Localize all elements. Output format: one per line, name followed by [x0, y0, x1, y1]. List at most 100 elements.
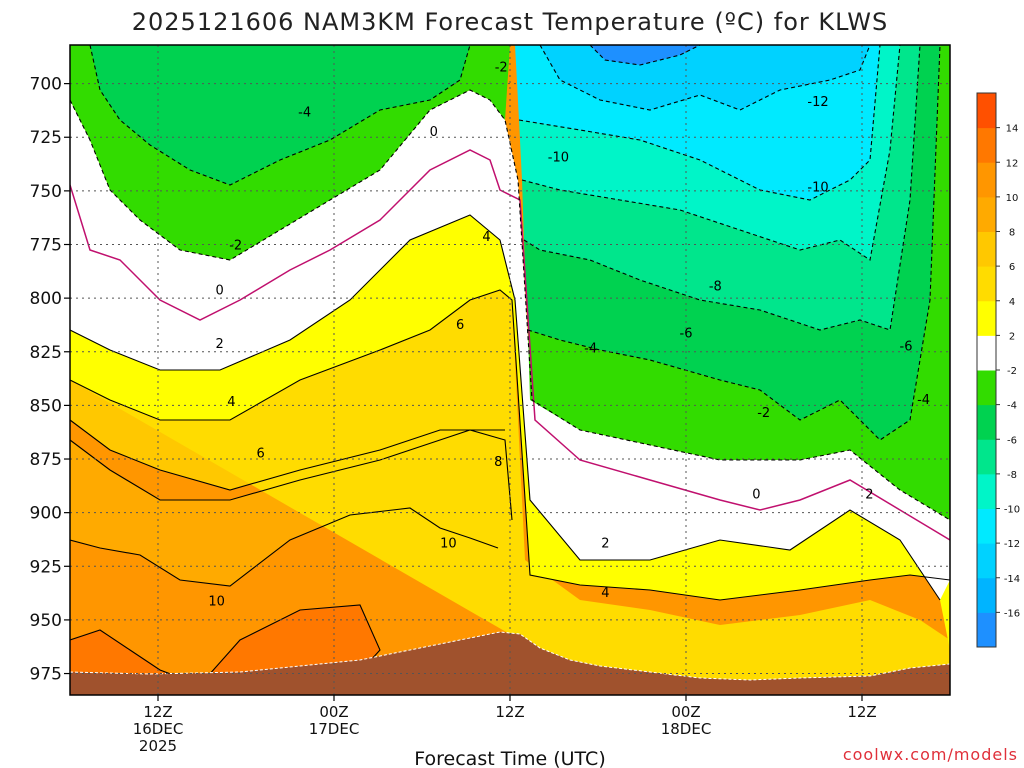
contour-minus10 — [518, 45, 881, 201]
contour-label: -10 — [807, 181, 828, 196]
plot-area: -2 -4 0 -10 -12 -10 4 -2 -8 0 6 -6 2 -4 -6 4 -4 -2 6 8 0 2 2 10… — [70, 45, 950, 695]
band-minus6-minus4-east — [524, 45, 940, 440]
y-tick-label: 925 — [30, 557, 62, 577]
contour-minus4 — [89, 45, 941, 441]
chart-title: 2025121606 NAM3KM Forecast Temperature (… — [132, 8, 889, 36]
colorbar-swatch — [977, 93, 996, 129]
contour-label: 4 — [482, 230, 490, 245]
y-tick-label: 950 — [30, 611, 62, 631]
colorbar-tick-label: -10 — [1004, 505, 1020, 516]
band-below-minus14 — [590, 45, 700, 65]
colorbar-swatch — [977, 300, 996, 336]
colorbar-swatch — [977, 543, 996, 579]
colorbar-tick-label: -8 — [1007, 470, 1017, 481]
colorbar-tick-label: -14 — [1004, 574, 1020, 585]
colorbar-swatch — [977, 335, 996, 371]
contour-label: -2 — [495, 60, 508, 75]
contour-label: 0 — [430, 125, 438, 140]
contour-label: 4 — [227, 395, 235, 410]
contour-label: -12 — [807, 95, 828, 110]
contour-6 — [70, 419, 505, 491]
x-tick-label: 17DEC — [309, 720, 360, 738]
contour-minus6 — [523, 45, 921, 331]
contour-label: 0 — [215, 284, 223, 299]
colorbar-swatch — [977, 508, 996, 544]
y-axis: 700 725 750 775 800 825 850 875 900 925 950 975 — [30, 75, 70, 685]
x-axis-label: Forecast Time (UTC) — [414, 748, 605, 768]
colorbar-swatch — [977, 439, 996, 475]
band-12-14 — [70, 605, 380, 685]
colorbar-swatch — [977, 266, 996, 302]
colorbar-tick-label: -4 — [1007, 401, 1017, 412]
contour-label: -2 — [757, 406, 770, 421]
colorbar-tick-label: -2 — [1007, 366, 1017, 377]
y-tick-label: 975 — [30, 665, 62, 685]
x-tick-label: 2025 — [139, 737, 177, 755]
x-tick-label: 16DEC — [133, 720, 184, 738]
band-minus10-minus8 — [519, 45, 900, 260]
colorbar-tick-label: 14 — [1006, 124, 1019, 135]
x-tick-label: 12Z — [847, 703, 876, 721]
colorbar-swatch — [977, 162, 996, 198]
colorbar-tick-label: -12 — [1004, 539, 1020, 550]
contour-lines — [70, 45, 950, 686]
contour-label: 8 — [494, 455, 502, 470]
contour-10 — [70, 507, 499, 587]
y-tick-label: 700 — [30, 75, 62, 95]
colorbar-tick-label: -6 — [1007, 435, 1017, 446]
contour-label: -10 — [548, 151, 569, 166]
contour-label: -6 — [900, 339, 913, 354]
gridlines — [70, 45, 950, 695]
contour-12 — [70, 604, 381, 686]
contour-2 — [70, 214, 941, 601]
y-tick-label: 875 — [30, 450, 62, 470]
y-tick-label: 850 — [30, 396, 62, 416]
contour-label: -4 — [298, 106, 311, 121]
contour-0 — [70, 149, 950, 541]
contour-label: 10 — [208, 595, 225, 610]
credit-text: coolwx.com/models — [843, 745, 1018, 764]
band-minus4-minus2-east — [528, 45, 950, 520]
colorbar-legend: -16 -14 -12 -10 -8 -6 -4 -2 2 4 6 8 10 12 14 — [976, 92, 1020, 648]
colorbar-tick-label: 4 — [1009, 297, 1015, 308]
x-tick-label: 00Z — [319, 703, 348, 721]
x-tick-label: 18DEC — [661, 720, 712, 738]
colorbar-tick-label: 2 — [1009, 331, 1015, 342]
contour-label: 2 — [215, 337, 223, 352]
y-tick-label: 825 — [30, 343, 62, 363]
contour-minus14 — [589, 45, 701, 66]
contour-label: 2 — [865, 487, 873, 502]
colorbar-swatch — [977, 404, 996, 440]
x-tick-label: 12Z — [495, 703, 524, 721]
colorbar-swatch — [977, 473, 996, 509]
colorbar-swatch — [977, 231, 996, 267]
colorbar-tick-label: 6 — [1009, 262, 1015, 273]
y-tick-label: 750 — [30, 182, 62, 202]
contour-label: 6 — [456, 318, 464, 333]
y-tick-label: 775 — [30, 236, 62, 256]
contour-label: -4 — [584, 341, 597, 356]
band-minus6-minus4 — [90, 45, 470, 185]
y-tick-label: 800 — [30, 289, 62, 309]
contour-label: -8 — [709, 279, 722, 294]
x-tick-label: 12Z — [143, 703, 172, 721]
colorbar-tick-label: 12 — [1006, 158, 1019, 169]
colorbar-swatch — [977, 370, 996, 406]
contour-label: 0 — [752, 487, 760, 502]
colorbar-tick-label: -16 — [1004, 608, 1020, 619]
contour-label: 4 — [601, 586, 609, 601]
contour-label: -4 — [917, 393, 930, 408]
band-minus2-2 — [70, 90, 950, 600]
contour-label: -6 — [680, 326, 693, 341]
colorbar-swatch — [977, 577, 996, 613]
contour-4 — [70, 289, 950, 601]
contour-label: -2 — [229, 239, 242, 254]
colorbar-tick-label: 10 — [1006, 193, 1019, 204]
contour-label: 6 — [257, 447, 265, 462]
colorbar-swatch — [977, 196, 996, 232]
contour-8 — [70, 429, 513, 521]
band-minus8-minus6 — [522, 45, 920, 330]
colorbar-tick-label: 8 — [1009, 228, 1015, 239]
